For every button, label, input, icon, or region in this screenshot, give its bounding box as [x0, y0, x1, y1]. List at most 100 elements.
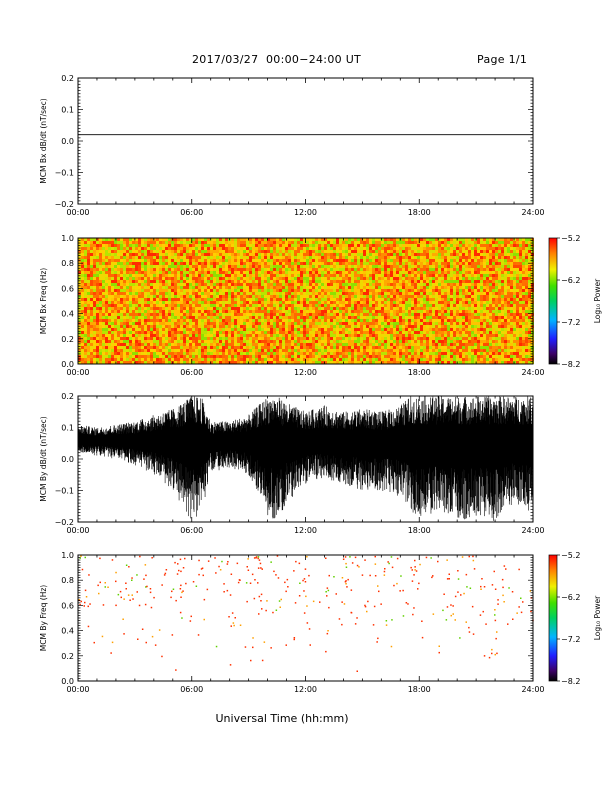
heatmap-cell: [417, 310, 420, 313]
heatmap-cell: [366, 271, 369, 274]
heatmap-cell: [435, 271, 438, 274]
heatmap-cell: [171, 304, 174, 307]
heatmap-cell: [525, 307, 528, 310]
heatmap-cell: [441, 304, 444, 307]
heatmap-cell: [261, 265, 264, 268]
heatmap-cell: [165, 241, 168, 244]
heatmap-cell: [213, 238, 216, 241]
heatmap-cell: [429, 250, 432, 253]
heatmap-cell: [501, 307, 504, 310]
heatmap-cell: [111, 241, 114, 244]
heatmap-cell: [300, 259, 303, 262]
heatmap-cell: [315, 292, 318, 295]
heatmap-cell: [474, 319, 477, 322]
heatmap-cell: [231, 271, 234, 274]
heatmap-cell: [252, 331, 255, 334]
heatmap-cell: [300, 241, 303, 244]
heatmap-cell: [207, 304, 210, 307]
heatmap-cell: [78, 241, 81, 244]
heatmap-cell: [144, 316, 147, 319]
heatmap-cell: [117, 289, 120, 292]
heatmap-cell: [78, 331, 81, 334]
heatmap-cell: [189, 310, 192, 313]
heatmap-cell: [498, 325, 501, 328]
heatmap-cell: [126, 274, 129, 277]
heatmap-cell: [348, 280, 351, 283]
heatmap-cell: [297, 268, 300, 271]
heatmap-cell: [462, 253, 465, 256]
heatmap-cell: [390, 310, 393, 313]
heatmap-cell: [429, 262, 432, 265]
heatmap-cell: [252, 271, 255, 274]
heatmap-cell: [129, 238, 132, 241]
heatmap-cell: [174, 259, 177, 262]
heatmap-cell: [390, 322, 393, 325]
heatmap-cell: [522, 295, 525, 298]
heatmap-cell: [108, 292, 111, 295]
heatmap-cell: [279, 292, 282, 295]
heatmap-cell: [105, 265, 108, 268]
heatmap-cell: [459, 325, 462, 328]
heatmap-cell: [342, 262, 345, 265]
heatmap-cell: [447, 307, 450, 310]
heatmap-cell: [327, 310, 330, 313]
heatmap-cell: [285, 259, 288, 262]
heatmap-cell: [498, 256, 501, 259]
heatmap-cell: [279, 295, 282, 298]
heatmap-cell: [144, 298, 147, 301]
heatmap-cell: [312, 271, 315, 274]
heatmap-cell: [81, 328, 84, 331]
heatmap-cell: [468, 295, 471, 298]
heatmap-cell: [513, 265, 516, 268]
heatmap-cell: [357, 265, 360, 268]
heatmap-cell: [279, 271, 282, 274]
heatmap-cell: [435, 247, 438, 250]
heatmap-cell: [132, 316, 135, 319]
heatmap-cell: [357, 271, 360, 274]
heatmap-cell: [171, 277, 174, 280]
heatmap-cell: [504, 283, 507, 286]
heatmap-cell: [354, 313, 357, 316]
heatmap-cell: [366, 238, 369, 241]
heatmap-cell: [381, 310, 384, 313]
heatmap-cell: [291, 286, 294, 289]
heatmap-cell: [378, 241, 381, 244]
heatmap-cell: [126, 331, 129, 334]
heatmap-cell: [102, 292, 105, 295]
heatmap-cell: [162, 244, 165, 247]
heatmap-cell: [237, 289, 240, 292]
heatmap-cell: [96, 328, 99, 331]
heatmap-cell: [150, 259, 153, 262]
heatmap-cell: [105, 238, 108, 241]
heatmap-cell: [267, 301, 270, 304]
heatmap-cell: [357, 307, 360, 310]
heatmap-cell: [117, 295, 120, 298]
heatmap-cell: [321, 289, 324, 292]
heatmap-cell: [330, 301, 333, 304]
heatmap-cell: [171, 325, 174, 328]
heatmap-cell: [459, 286, 462, 289]
heatmap-cell: [420, 307, 423, 310]
heatmap-cell: [132, 295, 135, 298]
heatmap-cell: [147, 325, 150, 328]
heatmap-cell: [84, 307, 87, 310]
heatmap-cell: [141, 238, 144, 241]
heatmap-cell: [93, 241, 96, 244]
heatmap-cell: [114, 325, 117, 328]
heatmap-cell: [483, 289, 486, 292]
heatmap-cell: [240, 244, 243, 247]
heatmap-cell: [378, 301, 381, 304]
heatmap-cell: [240, 319, 243, 322]
heatmap-cell: [150, 253, 153, 256]
heatmap-cell: [420, 286, 423, 289]
heatmap-cell: [522, 286, 525, 289]
heatmap-cell: [129, 265, 132, 268]
heatmap-cell: [507, 241, 510, 244]
heatmap-cell: [180, 328, 183, 331]
heatmap-cell: [321, 271, 324, 274]
heatmap-cell: [78, 316, 81, 319]
heatmap-cell: [177, 295, 180, 298]
heatmap-cell: [483, 271, 486, 274]
heatmap-cell: [357, 244, 360, 247]
heatmap-cell: [351, 328, 354, 331]
